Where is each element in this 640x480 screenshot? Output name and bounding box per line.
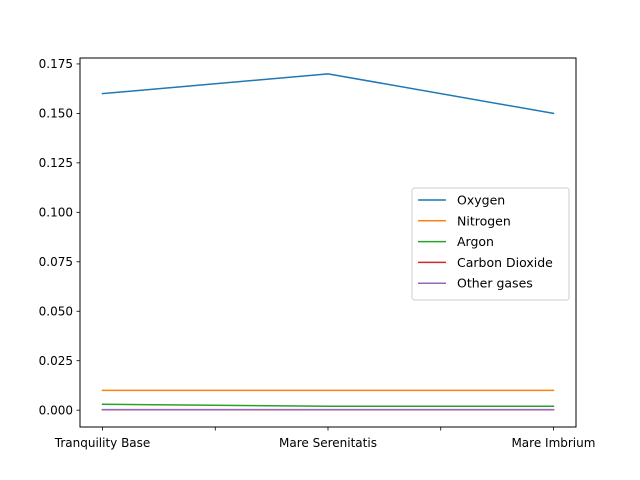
legend-label: Argon xyxy=(457,234,494,249)
legend-label: Carbon Dioxide xyxy=(457,255,553,270)
legend: Oxygen Nitrogen Argon Carbon Dioxide Other g… xyxy=(411,187,570,301)
y-axis: 0.000 0.025 0.050 0.075 0.100 0.125 0.150 0.175 xyxy=(39,57,80,417)
legend-label: Oxygen xyxy=(457,193,505,208)
x-tick-label: Tranquility Base xyxy=(54,436,151,450)
series-line-2 xyxy=(101,403,555,407)
legend-label: Nitrogen xyxy=(457,213,511,228)
series-line-0 xyxy=(101,73,555,115)
y-tick-label: 0.000 xyxy=(39,403,73,417)
legend-item: Nitrogen xyxy=(418,213,511,228)
x-tick-label: Mare Imbrium xyxy=(511,436,595,450)
y-tick-label: 0.175 xyxy=(39,57,73,71)
y-tick-label: 0.075 xyxy=(39,255,73,269)
legend-item: Other gases xyxy=(418,276,533,291)
series-lines xyxy=(101,73,555,411)
legend-item: Oxygen xyxy=(418,193,505,208)
x-tick-label: Mare Serenitatis xyxy=(279,436,377,450)
legend-label: Other gases xyxy=(457,276,533,291)
y-tick-label: 0.125 xyxy=(39,156,73,170)
legend-item: Carbon Dioxide xyxy=(418,255,553,270)
x-axis: Tranquility Base Mare Serenitatis Mare Imb… xyxy=(54,427,595,450)
y-tick-label: 0.050 xyxy=(39,305,73,319)
y-tick-label: 0.025 xyxy=(39,354,73,368)
legend-item: Argon xyxy=(418,234,494,249)
y-tick-label: 0.150 xyxy=(39,107,73,121)
y-tick-label: 0.100 xyxy=(39,206,73,220)
legend-box xyxy=(411,187,570,301)
